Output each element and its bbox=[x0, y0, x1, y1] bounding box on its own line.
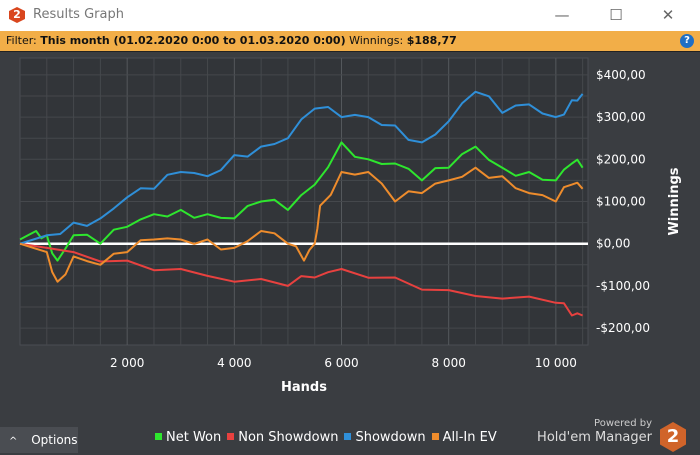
legend-label: All-In EV bbox=[442, 430, 497, 445]
x-tick-label: 8 000 bbox=[431, 356, 465, 370]
powered-by: Powered by bbox=[594, 418, 652, 429]
options-button[interactable]: ^ Options bbox=[0, 427, 78, 453]
winnings-value: $188,77 bbox=[406, 34, 457, 47]
y-tick-label: $200,00 bbox=[596, 152, 646, 166]
app-logo-icon: 2 bbox=[9, 7, 25, 23]
legend-item[interactable]: Non Showdown bbox=[227, 430, 338, 445]
legend-swatch bbox=[431, 433, 439, 440]
x-tick-label: 10 000 bbox=[535, 356, 577, 370]
results-chart: 2 000 4 000 6 000 8 000 10 000 $400,00 $300,00… bbox=[19, 57, 682, 395]
minimize-button[interactable]: — bbox=[554, 6, 570, 24]
y-axis-label: Winnings bbox=[667, 167, 682, 235]
legend-swatch bbox=[227, 433, 235, 440]
series-line-non-showdown bbox=[19, 242, 583, 317]
y-tick-label: $400,00 bbox=[596, 68, 646, 82]
window-title: Results Graph bbox=[33, 7, 124, 22]
title-bar: 2 Results Graph — ☐ ✕ bbox=[0, 0, 700, 31]
x-tick-label: 6 000 bbox=[324, 356, 358, 370]
filter-value[interactable]: This month (01.02.2020 0:00 to 01.03.202… bbox=[40, 34, 346, 47]
filter-label: Filter: bbox=[6, 34, 37, 47]
legend-item[interactable]: All-In EV bbox=[431, 430, 497, 445]
maximize-button[interactable]: ☐ bbox=[609, 6, 623, 24]
y-tick-label: $0,00 bbox=[596, 237, 630, 251]
y-tick-label: -$100,00 bbox=[596, 279, 650, 293]
filter-bar: Filter: This month (01.02.2020 0:00 to 0… bbox=[0, 31, 700, 52]
legend-swatch bbox=[155, 433, 162, 440]
product-name: Hold'em Manager bbox=[537, 430, 652, 445]
legend-label: Showdown bbox=[355, 430, 426, 445]
legend-item[interactable]: Net Won bbox=[155, 430, 221, 445]
legend-swatch bbox=[344, 433, 352, 440]
series-line-showdown bbox=[19, 90, 584, 245]
x-axis-label: Hands bbox=[281, 380, 327, 395]
y-tick-label: -$200,00 bbox=[596, 321, 650, 335]
legend-label: Non Showdown bbox=[238, 430, 339, 445]
legend-label: Net Won bbox=[166, 430, 222, 445]
options-label: Options bbox=[31, 433, 78, 447]
y-tick-label: $300,00 bbox=[596, 110, 646, 124]
legend: Net Won Non Showdown Showdown All-In EV bbox=[155, 430, 497, 445]
x-tick-label: 2 000 bbox=[110, 356, 144, 370]
series-line-all-in-ev bbox=[19, 166, 584, 283]
winnings-label: Winnings: bbox=[349, 34, 404, 47]
help-icon[interactable]: ? bbox=[680, 34, 694, 48]
legend-item[interactable]: Showdown bbox=[344, 430, 426, 445]
series-line-net-won bbox=[19, 141, 584, 262]
y-tick-label: $100,00 bbox=[596, 195, 646, 209]
chevron-up-icon: ^ bbox=[9, 436, 18, 447]
x-tick-label: 4 000 bbox=[217, 356, 251, 370]
close-button[interactable]: ✕ bbox=[661, 6, 675, 24]
